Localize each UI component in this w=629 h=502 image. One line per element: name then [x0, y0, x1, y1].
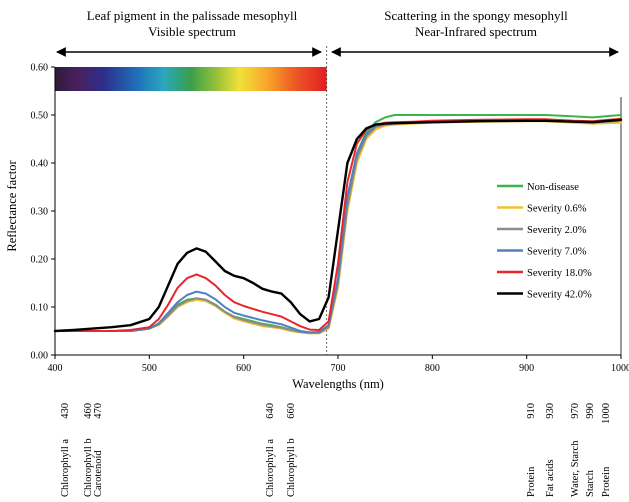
band-wavelength-label: 930	[545, 403, 556, 419]
legend-label: Severity 7.0%	[527, 246, 587, 257]
y-tick-label: 0.30	[31, 207, 49, 218]
band-wavelength-label: 470	[93, 403, 104, 419]
x-tick-label: 700	[331, 363, 346, 374]
band-compound-label: Water, Starch	[570, 440, 581, 497]
band-wavelength-label: 640	[265, 403, 276, 419]
band-compound-label: Fat acids	[545, 459, 556, 497]
x-tick-label: 600	[236, 363, 251, 374]
y-axis-label: Reflectance factor	[5, 160, 19, 252]
y-ticks: 0.00 0.10 0.20 0.30 0.40 0.50 0.60	[31, 63, 56, 362]
band-compound-label: Starch	[585, 469, 596, 497]
x-tick-label: 800	[425, 363, 440, 374]
legend-label: Severity 18.0%	[527, 268, 592, 279]
visible-spectrum-bar	[55, 67, 327, 91]
y-tick-label: 0.60	[31, 63, 49, 74]
band-compound-label: Protein	[526, 466, 537, 497]
band-wavelength-label: 970	[570, 403, 581, 419]
band-wavelength-label: 430	[60, 403, 71, 419]
band-wavelength-label: 910	[526, 403, 537, 419]
legend-label: Non-disease	[527, 182, 579, 193]
y-tick-label: 0.50	[31, 111, 49, 122]
legend-label: Severity 42.0%	[527, 289, 592, 300]
x-tick-label: 500	[142, 363, 157, 374]
band-wavelength-label: 990	[585, 403, 596, 419]
band-wavelength-label: 1000	[601, 403, 612, 424]
band-compound-label: Protein	[601, 466, 612, 497]
band-compound-label: Chlorophyll b	[286, 438, 297, 497]
y-tick-label: 0.00	[31, 351, 49, 362]
band-compound-label: Chlorophyll a	[265, 439, 276, 497]
x-ticks: 400 500 600 700 800 900 1000	[48, 355, 629, 374]
y-tick-label: 0.10	[31, 303, 49, 314]
legend-label: Severity 2.0%	[527, 225, 587, 236]
x-tick-label: 400	[48, 363, 63, 374]
x-tick-label: 900	[519, 363, 534, 374]
x-tick-label: 1000	[611, 363, 629, 374]
band-compound-label: Chlorophyll a	[60, 439, 71, 497]
band-compound-label: Carotenoid	[93, 450, 104, 497]
y-tick-label: 0.40	[31, 159, 49, 170]
band-wavelength-label: 660	[286, 403, 297, 419]
legend: Non-disease Severity 0.6% Severity 2.0% Sev…	[497, 182, 592, 300]
x-axis-label: Wavelengths (nm)	[292, 377, 384, 391]
y-tick-label: 0.20	[31, 255, 49, 266]
legend-label: Severity 0.6%	[527, 203, 587, 214]
